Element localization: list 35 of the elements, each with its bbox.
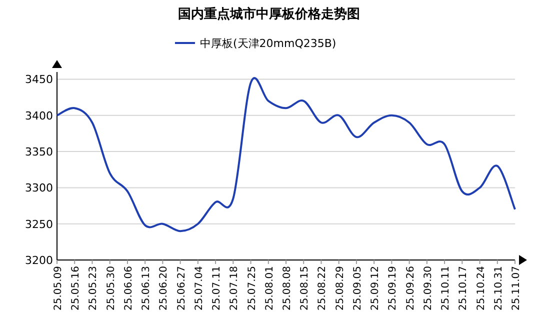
x-tick-label: 25.05.09: [53, 266, 64, 311]
x-tick-label: 25.07.11: [212, 266, 223, 311]
x-tick-label: 25.08.01: [264, 266, 276, 311]
y-tick-label: 3200: [25, 254, 53, 267]
x-tick-label: 25.10.17: [458, 266, 470, 311]
x-tick-label: 25.08.29: [334, 266, 346, 311]
x-tick-label: 25.07.04: [194, 266, 205, 311]
x-tick-label: 25.08.15: [300, 266, 311, 311]
x-tick-label: 25.05.30: [106, 266, 117, 311]
x-tick-label: 25.05.16: [70, 266, 82, 311]
x-tick-label: 25.06.20: [158, 266, 170, 311]
y-tick-label: 3250: [25, 218, 53, 231]
y-tick-label: 3300: [25, 182, 53, 195]
y-tick-label: 3350: [25, 146, 53, 159]
x-tick-label: 25.10.24: [476, 266, 487, 311]
y-tick-label: 3450: [25, 73, 53, 86]
x-tick-label: 25.06.06: [123, 266, 134, 311]
x-tick-label: 25.09.19: [388, 266, 399, 311]
x-tick-label: 25.08.08: [282, 266, 293, 311]
x-tick-label: 25.06.13: [141, 266, 152, 311]
x-tick-label: 25.06.27: [176, 266, 188, 311]
x-tick-label: 25.09.12: [370, 266, 382, 311]
y-tick-label: 3400: [25, 109, 53, 122]
x-tick-label: 25.09.05: [352, 266, 364, 311]
x-tick-label: 25.05.23: [88, 266, 100, 311]
chart-title: 国内重点城市中厚板价格走势图: [178, 6, 360, 22]
legend-label: 中厚板(天津20mmQ235B): [200, 37, 336, 50]
x-tick-label: 25.09.26: [405, 266, 416, 311]
x-tick-label: 25.07.18: [229, 266, 240, 311]
x-tick-label: 25.08.22: [317, 266, 328, 311]
x-tick-label: 25.09.30: [422, 266, 434, 311]
x-tick-label: 25.07.25: [246, 266, 258, 311]
x-tick-label: 25.10.11: [440, 266, 452, 311]
x-tick-label: 25.11.07: [511, 266, 522, 311]
x-tick-label: 25.10.31: [493, 266, 504, 311]
